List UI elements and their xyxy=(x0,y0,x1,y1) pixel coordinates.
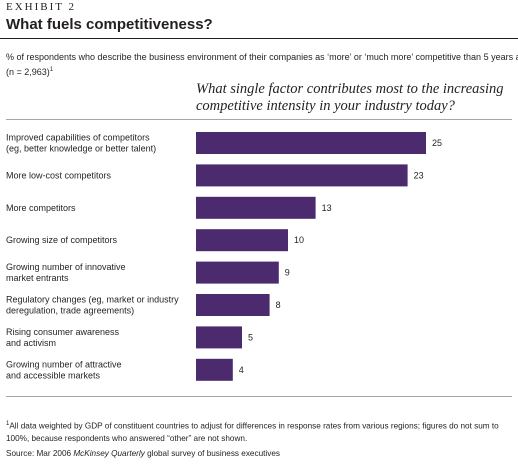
bar-0 xyxy=(196,132,426,154)
value-label-2: 13 xyxy=(322,203,332,213)
bar-2 xyxy=(196,196,316,219)
value-label-4: 9 xyxy=(285,268,290,278)
title-rule xyxy=(0,38,518,39)
footnote: 1All data weighted by GDP of constituent… xyxy=(6,418,516,445)
category-label-7-0: Growing number of attractive xyxy=(6,359,122,369)
footnote-marker: 1 xyxy=(6,421,10,427)
bar-chart: 25 Improved capabilities of competitors(e… xyxy=(6,132,442,381)
bar-4 xyxy=(196,261,279,284)
subtitle-footnote-marker: 1 xyxy=(49,67,54,73)
footer-divider xyxy=(6,396,512,397)
source-note: Source: Mar 2006 McKinsey Quarterly glob… xyxy=(6,449,516,458)
bar-6 xyxy=(196,326,242,349)
category-label-6-1: and activism xyxy=(6,338,56,348)
bar-7 xyxy=(196,358,233,381)
category-label-5-0: Regulatory changes (eg, market or indust… xyxy=(6,295,179,305)
source-suffix: global survey of business executives xyxy=(144,449,280,458)
exhibit-label: EXHIBIT 2 xyxy=(6,1,77,13)
sample-size: (n = 2,963) xyxy=(6,67,50,77)
footnote-text: All data weighted by GDP of constituent … xyxy=(6,421,499,443)
value-label-7: 4 xyxy=(239,365,244,375)
chart-subtitle: % of respondents who describe the busine… xyxy=(6,51,518,79)
value-label-3: 10 xyxy=(294,235,304,245)
category-label-1-0: More low-cost competitors xyxy=(6,170,112,180)
category-label-0-1: (eg, better knowledge or better talent) xyxy=(6,144,156,154)
category-label-4-1: market entrants xyxy=(6,273,69,283)
value-label-6: 5 xyxy=(248,332,253,342)
bar-1 xyxy=(196,164,408,187)
subtitle-line-2: (n = 2,963)1 xyxy=(6,64,518,79)
page-title: What fuels competitiveness? xyxy=(6,16,213,33)
category-label-0-0: Improved capabilities of competitors xyxy=(6,133,150,143)
value-label-0: 25 xyxy=(432,138,442,148)
source-prefix: Source: Mar 2006 xyxy=(6,449,74,458)
category-label-4-0: Growing number of innovative xyxy=(6,262,126,272)
value-label-5: 8 xyxy=(276,300,281,310)
category-label-6-0: Rising consumer awareness xyxy=(6,327,120,337)
category-label-3-0: Growing size of competitors xyxy=(6,235,118,245)
category-label-5-1: deregulation, trade agreements) xyxy=(6,306,134,316)
bar-5 xyxy=(196,294,270,316)
subtitle-line-1: % of respondents who describe the busine… xyxy=(6,52,518,62)
bar-3 xyxy=(196,229,288,252)
category-label-7-1: and accessible markets xyxy=(6,370,101,380)
source-publication: McKinsey Quarterly xyxy=(73,449,145,458)
value-label-1: 23 xyxy=(414,170,424,180)
category-label-2-0: More competitors xyxy=(6,203,76,213)
survey-question: What single factor contributes most to t… xyxy=(196,81,504,114)
question-divider xyxy=(6,119,512,120)
